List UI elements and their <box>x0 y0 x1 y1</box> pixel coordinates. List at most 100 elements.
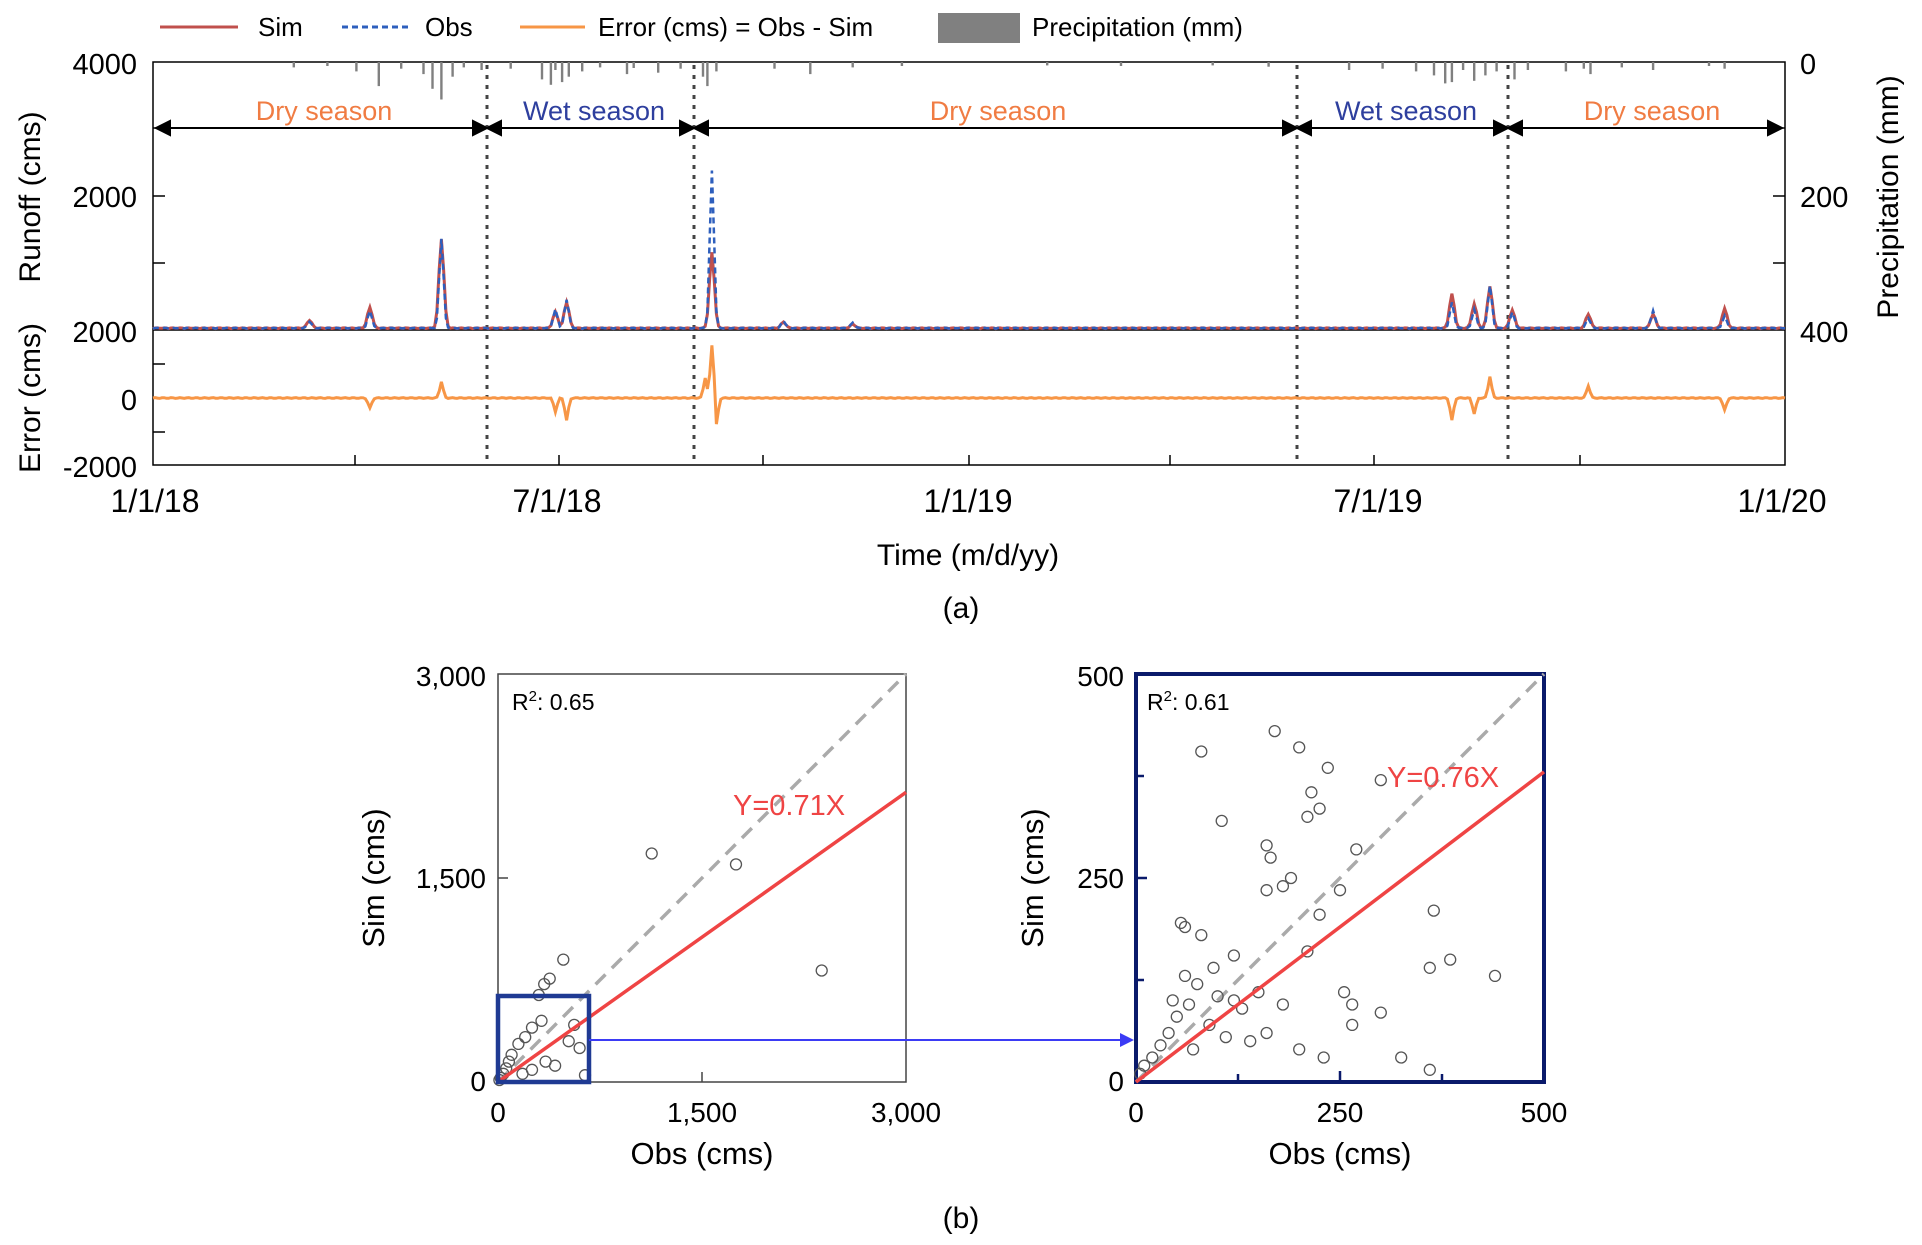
precipitation-bar <box>1461 62 1465 70</box>
arrowhead <box>484 119 502 137</box>
precipitation-bar <box>422 62 425 75</box>
series-line-obs <box>152 170 1785 331</box>
scatter-point <box>1207 961 1220 974</box>
precipitation-bar <box>377 62 380 87</box>
season-label-wet: Wet season <box>523 96 665 126</box>
y-tick-label: 0 <box>121 385 137 417</box>
x-tick-label: 0 <box>490 1097 506 1128</box>
scatter-point <box>1260 884 1273 897</box>
arrowhead <box>1294 119 1312 137</box>
r2-label: R2: 0.61 <box>1147 688 1230 715</box>
scatter-point <box>1374 773 1387 787</box>
scatter-point <box>1186 1043 1200 1056</box>
precipitation-bar <box>540 62 544 80</box>
precipitation-bar <box>1211 62 1214 66</box>
precipitation-bar <box>554 62 557 70</box>
precipitation-bar <box>1267 62 1270 67</box>
precipitation-bar <box>440 62 443 100</box>
scatter-point <box>1211 990 1224 1003</box>
panel-b-right: Y=0.76X R2: 0.61 0 250 500 0 250 500 Obs… <box>1015 661 1567 1171</box>
precipitation-bar <box>1589 62 1592 75</box>
scatter-point <box>1244 1035 1257 1048</box>
r2-value: : 0.61 <box>1172 689 1230 715</box>
scatter-point <box>1293 1043 1306 1056</box>
r2-label: R2: 0.65 <box>512 688 595 715</box>
panel-a: Sim Obs Error (cms) = Obs - Sim Precipit… <box>14 12 1905 625</box>
x-axis-label: Obs (cms) <box>1269 1136 1412 1171</box>
precipitation-bar <box>1119 62 1123 66</box>
legend: Sim Obs Error (cms) = Obs - Sim Precipit… <box>160 12 1243 43</box>
scatter-point <box>1423 961 1436 974</box>
precipitation-bar <box>679 62 682 69</box>
scatter-points-right <box>1133 724 1502 1080</box>
scatter-point <box>1337 986 1351 999</box>
scatter-point <box>1427 904 1440 917</box>
precipitation-bar <box>598 62 602 68</box>
x-ticks-left: 0 1,500 3,000 <box>490 1097 941 1128</box>
precipitation-bar <box>900 62 904 66</box>
scatter-point <box>1488 969 1502 983</box>
x-tick-label: 7/1/18 <box>513 483 602 519</box>
scatter-point <box>1346 1018 1359 1032</box>
scatter-point <box>502 1055 516 1068</box>
precipitation-bars <box>292 62 1726 100</box>
x-tick-label: 250 <box>1317 1097 1364 1128</box>
x-tick-label: 3,000 <box>871 1097 941 1128</box>
scatter-point <box>1350 843 1363 856</box>
right-axis: 0 200 400 <box>1773 49 1848 349</box>
precipitation-bar <box>1707 62 1711 66</box>
scatter-point <box>516 1067 529 1080</box>
precipitation-bar <box>1414 62 1418 72</box>
precipitation-bar <box>773 62 776 69</box>
scatter-point <box>557 953 570 966</box>
precipitation-bar <box>632 62 635 68</box>
precipitation-bar <box>1620 62 1623 68</box>
y-axis-label: Sim (cms) <box>356 808 391 947</box>
y2-tick-label: 400 <box>1800 317 1848 349</box>
season-label-dry: Dry season <box>256 96 393 126</box>
y-tick-label: 250 <box>1077 863 1124 894</box>
scatter-point <box>1444 953 1457 966</box>
scatter-point <box>538 977 551 991</box>
scatter-point <box>1227 949 1241 962</box>
scatter-point <box>1333 884 1347 897</box>
fit-line <box>1134 770 1546 1084</box>
legend-precip-swatch <box>938 13 1020 43</box>
precipitation-bar <box>1432 62 1436 76</box>
precipitation-bar <box>809 62 812 75</box>
scatter-point <box>1174 916 1188 930</box>
scatter-point <box>1146 1051 1159 1064</box>
scatter-point <box>1260 839 1273 852</box>
scatter-point <box>1276 880 1290 893</box>
scatter-point <box>729 858 743 871</box>
precipitation-axis-label: Precipitation (mm) <box>1872 75 1905 318</box>
scatter-point <box>1215 814 1228 828</box>
precipitation-bar <box>1444 62 1447 84</box>
scatter-points-left <box>493 847 828 1087</box>
scatter-point <box>1260 1026 1273 1040</box>
scatter-point <box>1170 1010 1183 1023</box>
scatter-point <box>1346 998 1359 1011</box>
x-tick-label: 7/1/19 <box>1334 483 1423 519</box>
scatter-point <box>1395 1051 1408 1064</box>
y-ticks-left: 0 1,500 3,000 <box>416 661 486 1097</box>
scatter-point <box>1293 741 1306 754</box>
y-tick-label: 2000 <box>72 182 137 214</box>
precipitation-bar <box>851 62 854 68</box>
series-line-error <box>152 345 1786 425</box>
caption-a: (a) <box>943 592 980 625</box>
y-tick-label: 0 <box>470 1066 486 1097</box>
x-axis-label: Obs (cms) <box>631 1136 774 1171</box>
legend-sim-label: Sim <box>258 12 303 42</box>
x-axis: 1/1/18 7/1/18 1/1/19 7/1/19 1/1/20 <box>111 455 1827 519</box>
y-tick-label: 4000 <box>72 49 137 81</box>
scatter-point <box>1178 920 1192 934</box>
x-tick-label: 1/1/20 <box>1738 483 1827 519</box>
scatter-point <box>1321 761 1334 774</box>
scatter-point <box>1166 994 1179 1007</box>
precipitation-bar <box>292 62 295 68</box>
scatter-point <box>1301 945 1314 958</box>
precipitation-bar <box>1526 62 1530 70</box>
fit-label: Y=0.71X <box>733 790 845 822</box>
precipitation-bar <box>657 62 660 73</box>
